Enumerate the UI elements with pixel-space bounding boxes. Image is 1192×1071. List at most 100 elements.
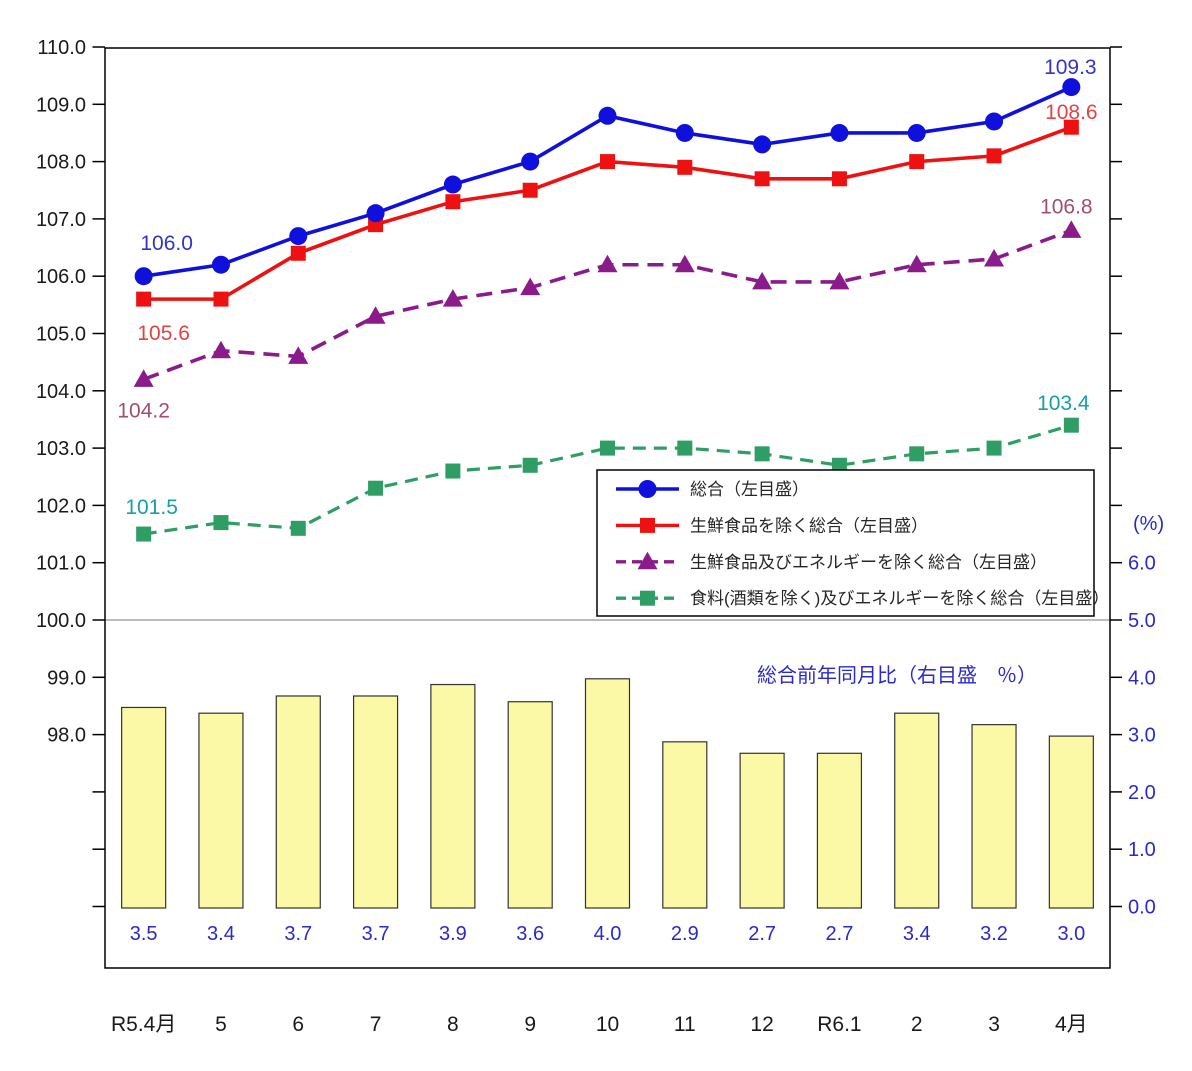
line-ex-fresh-food-marker — [754, 171, 770, 187]
x-axis-category-label: 12 — [750, 1013, 773, 1036]
bar-series-annotation: 総合前年同月比（右目盛 ％） — [757, 664, 1037, 687]
bars-yoy-all-items: 3.5 3.4 3.7 3.7 3.9 3.6 4.0 2.9 2.7 2.7 3.4 3.2 3.0 — [121, 678, 1094, 945]
line-ex-fresh-food-marker — [522, 182, 538, 198]
left-axis-tick-label: 107.0 — [36, 209, 86, 231]
left-axis-tick-label: 103.0 — [36, 438, 86, 460]
left-axis-tick-label: 99.0 — [47, 667, 86, 689]
line-ex-fresh-food-energy-marker — [288, 346, 309, 364]
x-axis-category-label: 9 — [524, 1013, 536, 1036]
x-axis-category-label: 11 — [674, 1013, 696, 1036]
line-ex-food-energy-marker — [831, 457, 847, 473]
line-ex-food-energy: 101.5 103.4 — [125, 392, 1090, 542]
yoy-bar — [430, 683, 476, 909]
line-ex-food-energy-marker — [136, 526, 152, 542]
x-axis-category-label: 7 — [370, 1013, 382, 1036]
yoy-bar-value-label: 3.7 — [284, 923, 312, 945]
x-axis-category-label: 4月 — [1055, 1013, 1088, 1036]
line-ex-fresh-food-marker — [213, 291, 229, 307]
legend-item-label: 生鮮食品及びエネルギーを除く総合（左目盛） — [690, 553, 1047, 572]
yoy-bar — [894, 712, 940, 909]
line-ex-fresh-food-energy-marker — [1061, 220, 1082, 238]
plot-border — [104, 47, 1111, 969]
x-axis-category-label: 10 — [596, 1013, 619, 1036]
yoy-bar-value-label: 3.4 — [903, 923, 931, 945]
left-axis-tick-label: 110.0 — [37, 37, 86, 59]
yoy-bar-value-label: 3.0 — [1057, 923, 1085, 945]
right-axis-tick-label: 0.0 — [1128, 897, 1156, 919]
x-axis-category-label: 8 — [447, 1013, 459, 1036]
line-ex-fresh-food-energy-marker — [597, 254, 618, 273]
right-axis-tick-label: 3.0 — [1128, 725, 1156, 747]
line-ex-food-energy-marker — [600, 440, 615, 456]
right-axis-tick-label: 1.0 — [1128, 839, 1156, 861]
x-axis-category-label: 2 — [911, 1013, 923, 1036]
yoy-bar-value-label: 2.7 — [826, 923, 854, 945]
right-axis-tick-label: 4.0 — [1128, 667, 1156, 689]
x-axis-category-label: 5 — [215, 1013, 227, 1036]
line-ex-food-energy-marker — [1063, 417, 1079, 433]
legend-swatch-marker — [638, 480, 657, 498]
line-ex-fresh-food-marker — [986, 148, 1002, 164]
line-ex-fresh-food-energy-marker — [133, 369, 154, 387]
line-ex-fresh-food-marker — [677, 159, 693, 175]
left-axis-tick-label: 105.0 — [36, 324, 86, 346]
line-ex-fresh-food-energy-first-value-label: 104.2 — [117, 399, 170, 422]
line-ex-fresh-food-energy: 104.2 106.8 — [117, 195, 1092, 422]
line-ex-fresh-food-energy-path — [143, 228, 1072, 382]
line-ex-food-energy-marker — [754, 446, 770, 462]
yoy-bar — [1048, 735, 1094, 909]
yoy-bar — [739, 752, 785, 909]
line-all-items-marker — [211, 255, 230, 274]
line-all-items-last-value-label: 109.3 — [1044, 56, 1097, 79]
right-axis-tick-label: 6.0 — [1128, 553, 1156, 575]
line-all-items-marker — [830, 123, 849, 142]
left-axis-tick-label: 104.0 — [36, 381, 86, 403]
x-axis-category-label: 6 — [292, 1013, 304, 1036]
line-ex-fresh-food-marker — [1063, 119, 1079, 135]
yoy-bar-value-label: 2.7 — [748, 923, 776, 945]
line-all-items-marker — [443, 175, 462, 194]
legend-swatch-marker — [640, 590, 655, 606]
left-axis-tick-label: 102.0 — [36, 495, 86, 517]
right-axis-unit-label: (%) — [1133, 513, 1164, 535]
yoy-bar — [121, 706, 167, 909]
left-axis-tick-label: 101.0 — [36, 553, 86, 575]
left-axis: 110.0 109.0 108.0 107.0 106.0 105.0 104.0 103.0… — [36, 37, 105, 908]
yoy-bar-value-label: 3.4 — [207, 923, 235, 945]
line-all-items-marker — [134, 267, 153, 286]
line-ex-fresh-food-first-value-label: 105.6 — [137, 322, 190, 345]
line-ex-food-energy-marker — [213, 515, 229, 531]
left-axis-tick-label: 109.0 — [36, 94, 86, 116]
line-ex-fresh-food-energy-marker — [752, 271, 773, 290]
yoy-bar-value-label: 3.5 — [130, 923, 158, 945]
legend-swatch-marker — [640, 517, 655, 533]
line-ex-fresh-food-last-value-label: 108.6 — [1045, 101, 1098, 124]
line-ex-fresh-food-energy-marker — [365, 306, 386, 324]
line-ex-food-energy-marker — [368, 480, 384, 496]
line-ex-food-energy-marker — [290, 520, 306, 536]
yoy-bar — [507, 701, 553, 909]
line-ex-food-energy-first-value-label: 101.5 — [125, 496, 178, 519]
line-ex-fresh-food-path — [143, 125, 1072, 301]
line-ex-food-energy-marker — [677, 440, 693, 456]
line-all-items-marker — [985, 112, 1004, 131]
line-ex-fresh-food-marker — [290, 245, 306, 261]
x-axis: R5.4月 5 6 7 8 9 10 11 12 R6.1 2 3 4月 — [111, 1013, 1088, 1036]
legend-box — [596, 469, 1095, 617]
yoy-bar-value-label: 3.9 — [439, 923, 467, 945]
line-all-items: 106.0 109.3 — [134, 56, 1097, 286]
yoy-bar — [352, 695, 399, 909]
legend-item-label: 総合（左目盛） — [690, 480, 809, 499]
yoy-bar — [584, 678, 631, 909]
legend-item-label: 生鮮食品を除く総合（左目盛） — [690, 516, 928, 535]
line-ex-fresh-food-marker — [445, 194, 461, 210]
line-ex-food-energy-marker — [909, 446, 925, 462]
right-axis: 6.0 5.0 4.0 3.0 2.0 1.0 0.0 (%) — [1110, 46, 1164, 919]
line-all-items-marker — [753, 135, 772, 154]
line-all-items-marker — [366, 204, 385, 223]
line-all-items-marker — [521, 152, 540, 171]
line-all-items-marker — [675, 123, 694, 142]
yoy-bar-value-label: 3.2 — [980, 923, 1008, 945]
